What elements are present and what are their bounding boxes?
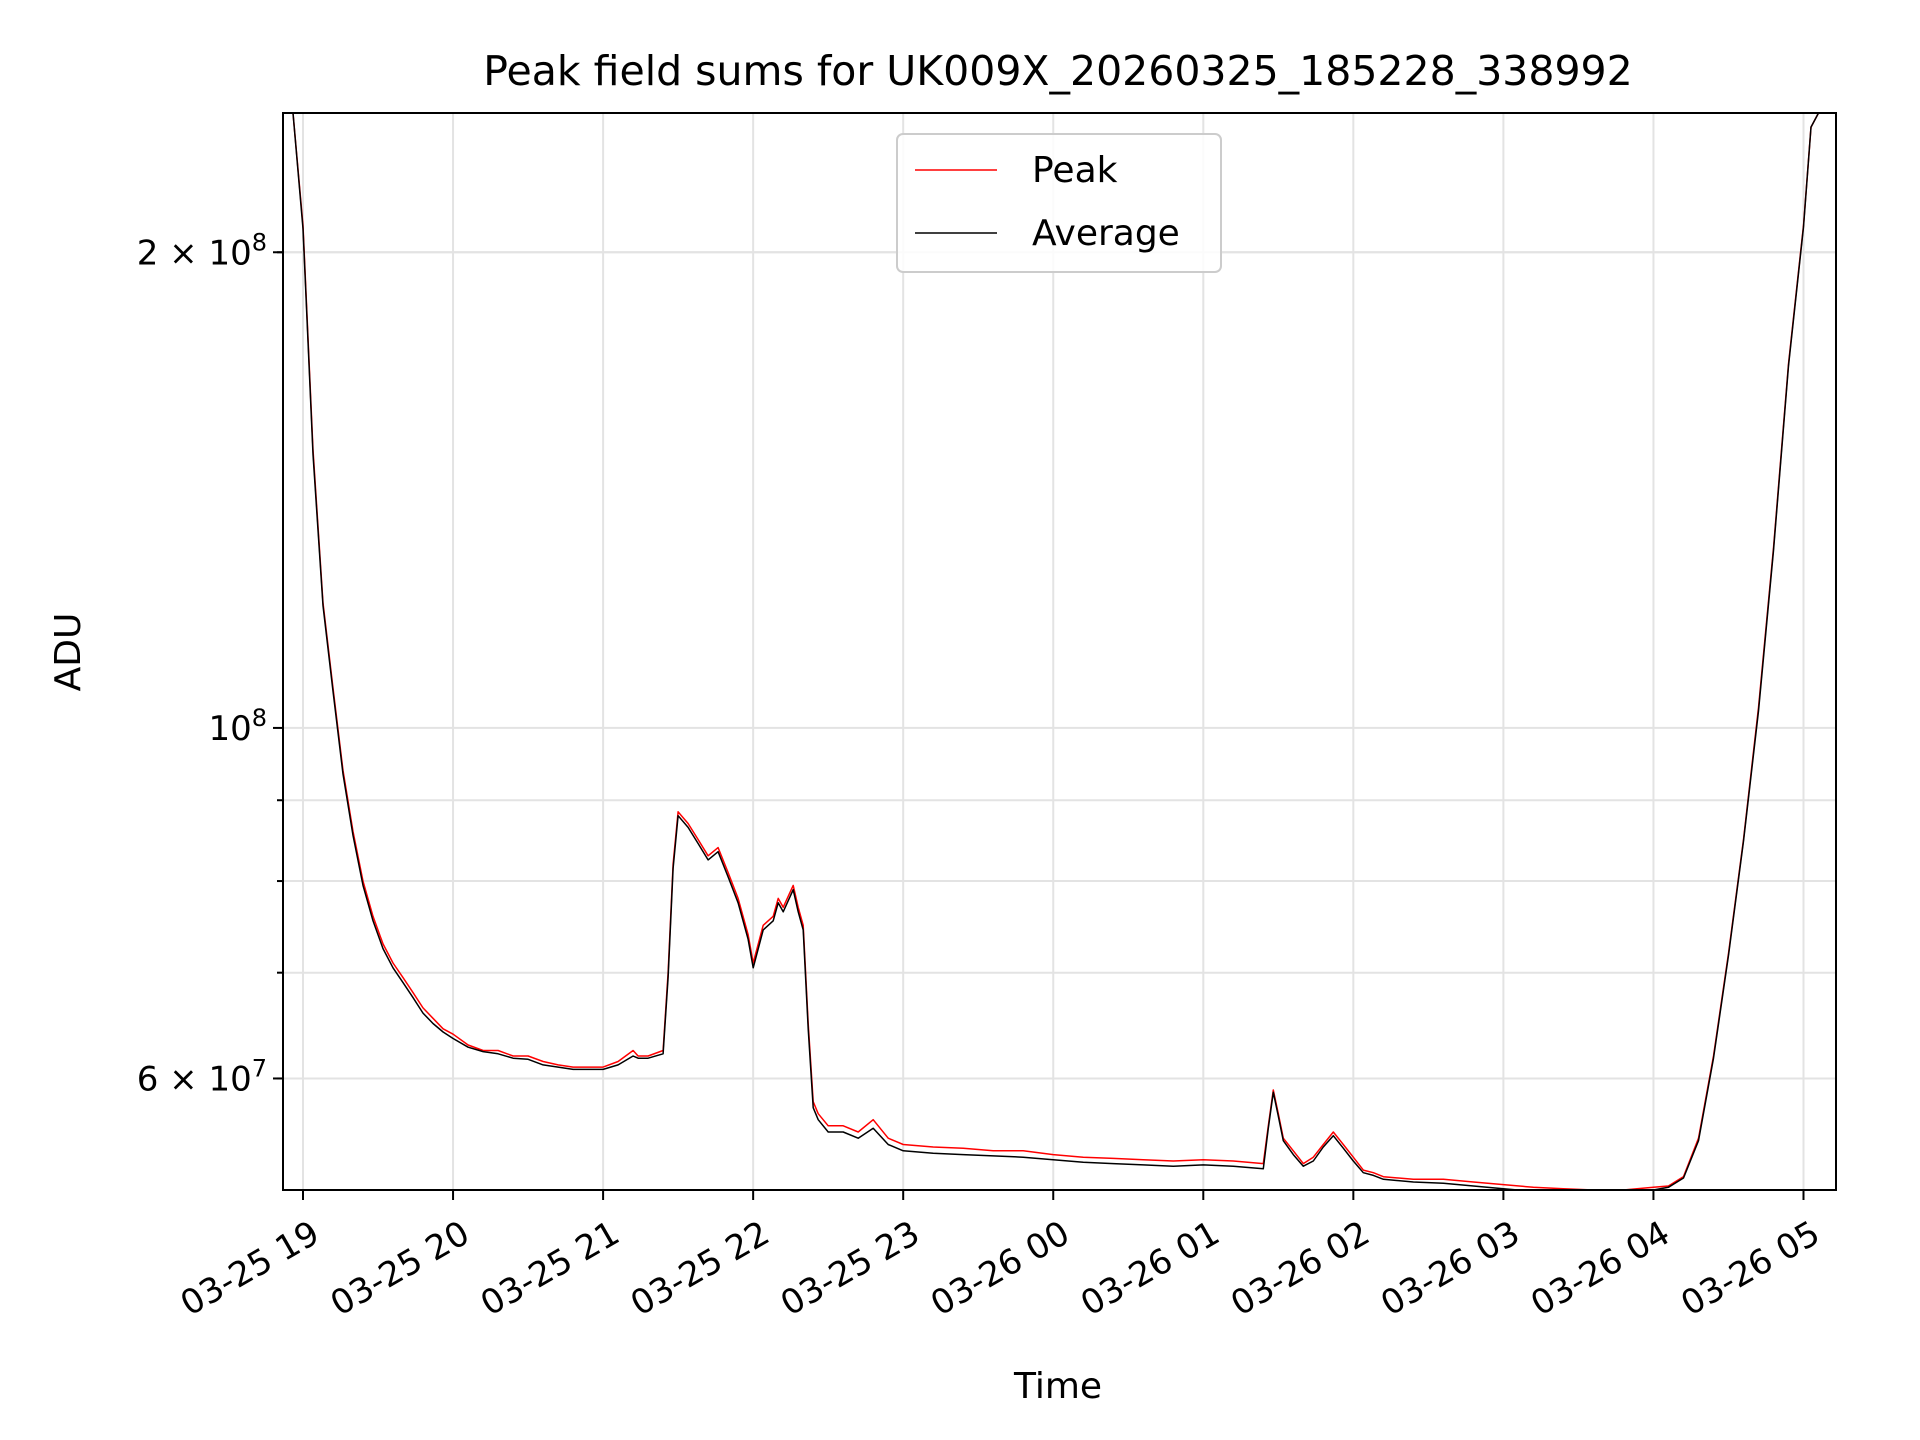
y-tick-label: 2 × 108: [137, 228, 267, 273]
y-axis: 6 × 107 108 2 × 108: [137, 228, 283, 1099]
chart-title: Peak field sums for UK009X_20260325_1852…: [483, 47, 1632, 95]
y-axis-label: ADU: [48, 613, 89, 692]
y-tick-label: 108: [208, 704, 267, 749]
plot-area: [283, 113, 1820, 1190]
legend: Peak Average: [896, 133, 1222, 273]
legend-label-peak: Peak: [1032, 150, 1118, 191]
legend-box: [896, 133, 1222, 273]
series-line-peak: [283, 113, 1820, 1190]
y-tick-label: 6 × 107: [137, 1054, 267, 1099]
legend-label-average: Average: [1032, 213, 1180, 254]
x-axis-label: Time: [1013, 1366, 1102, 1407]
grid: [283, 113, 1836, 1190]
series-line-average: [283, 113, 1820, 1190]
plot-frame: [282, 112, 1837, 1191]
